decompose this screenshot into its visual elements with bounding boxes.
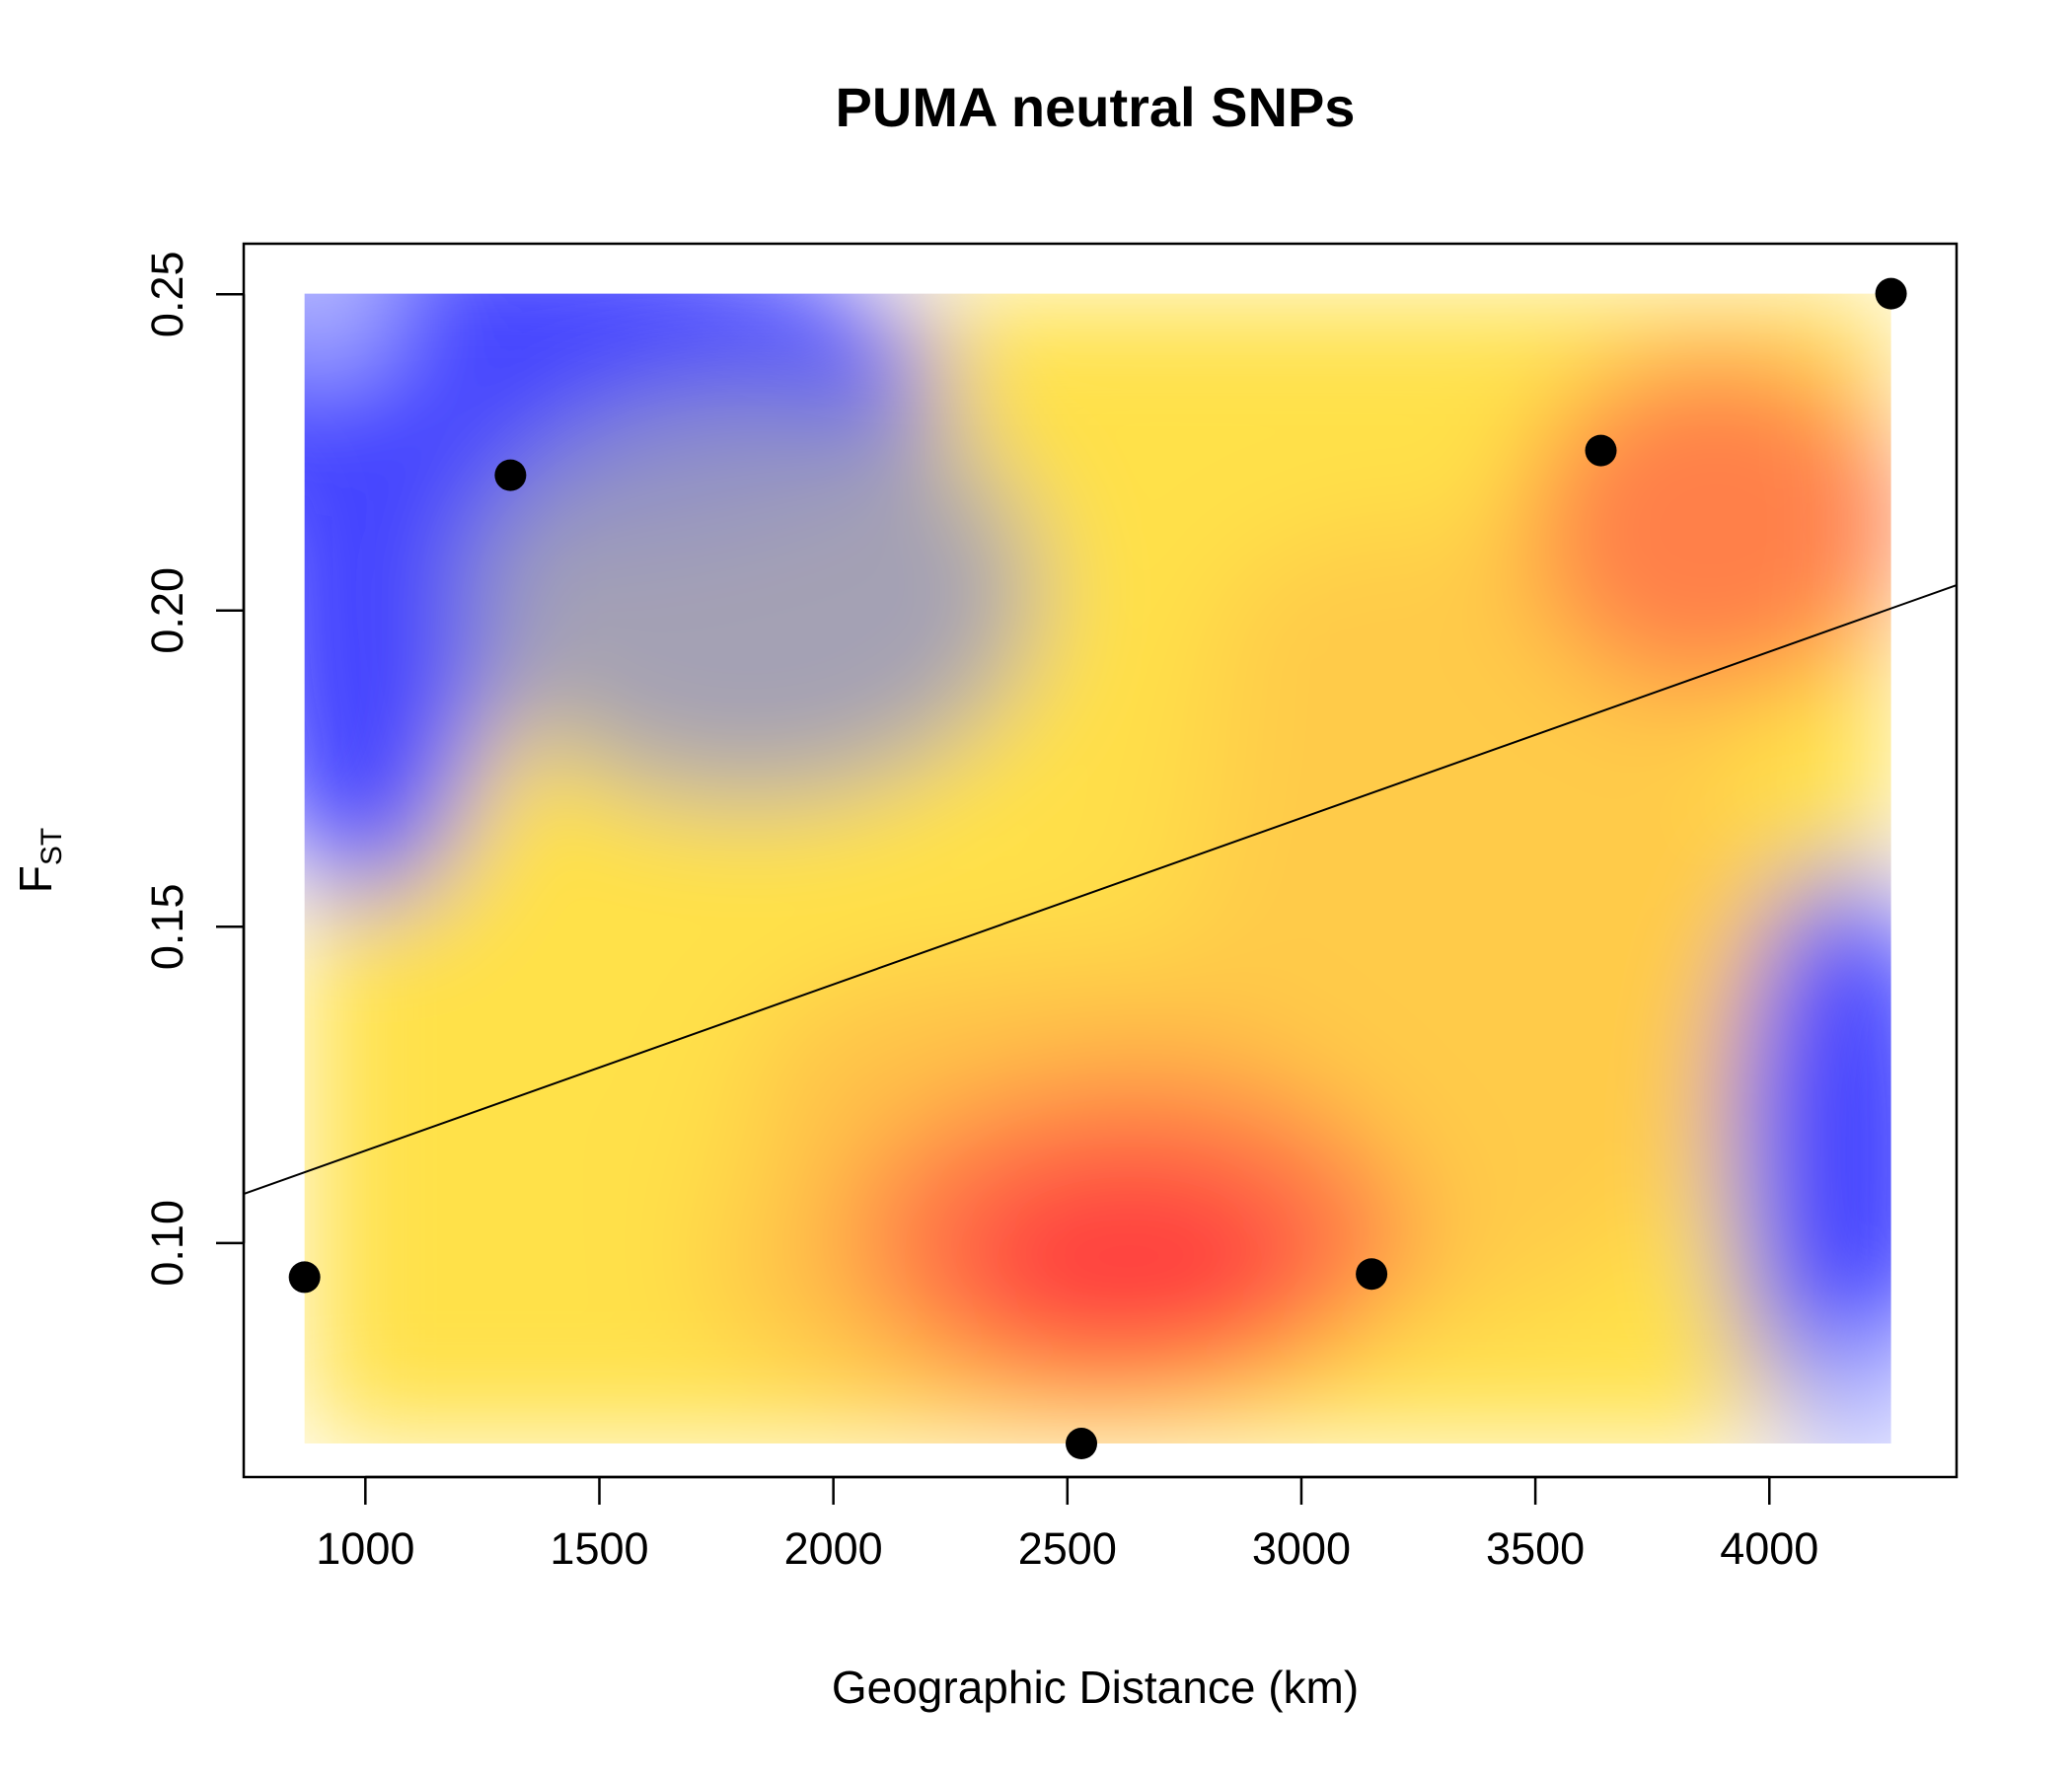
chart-title: PUMA neutral SNPs xyxy=(836,76,1356,138)
data-point xyxy=(1356,1258,1388,1291)
data-point xyxy=(1585,434,1617,467)
x-tick-label: 3500 xyxy=(1486,1523,1585,1574)
y-axis-label: FST xyxy=(10,828,68,893)
data-point xyxy=(288,1261,321,1294)
x-axis-label: Geographic Distance (km) xyxy=(832,1662,1359,1713)
density-surface xyxy=(304,293,1891,1444)
y-tick-label: 0.15 xyxy=(142,884,192,971)
x-tick-label: 1000 xyxy=(316,1523,414,1574)
regression-line xyxy=(244,584,1957,1196)
x-tick-label: 1500 xyxy=(550,1523,648,1574)
y-tick-label: 0.10 xyxy=(142,1200,192,1287)
data-point xyxy=(1875,277,1907,310)
y-tick-label: 0.20 xyxy=(142,567,192,654)
x-tick-label: 2500 xyxy=(1018,1523,1117,1574)
y-axis-label-main: F xyxy=(10,865,61,893)
data-point xyxy=(494,459,527,491)
y-tick-label: 0.25 xyxy=(142,251,192,337)
x-tick-label: 3000 xyxy=(1252,1523,1351,1574)
y-axis-label-sub: ST xyxy=(36,828,68,865)
x-tick-label: 2000 xyxy=(784,1523,883,1574)
data-point xyxy=(1066,1428,1098,1460)
x-tick-label: 4000 xyxy=(1720,1523,1818,1574)
y-axis: 0.10 0.15 0.20 0.25 xyxy=(142,251,246,1287)
x-axis: 1000 1500 2000 2500 3000 3500 4000 xyxy=(316,1475,1818,1574)
